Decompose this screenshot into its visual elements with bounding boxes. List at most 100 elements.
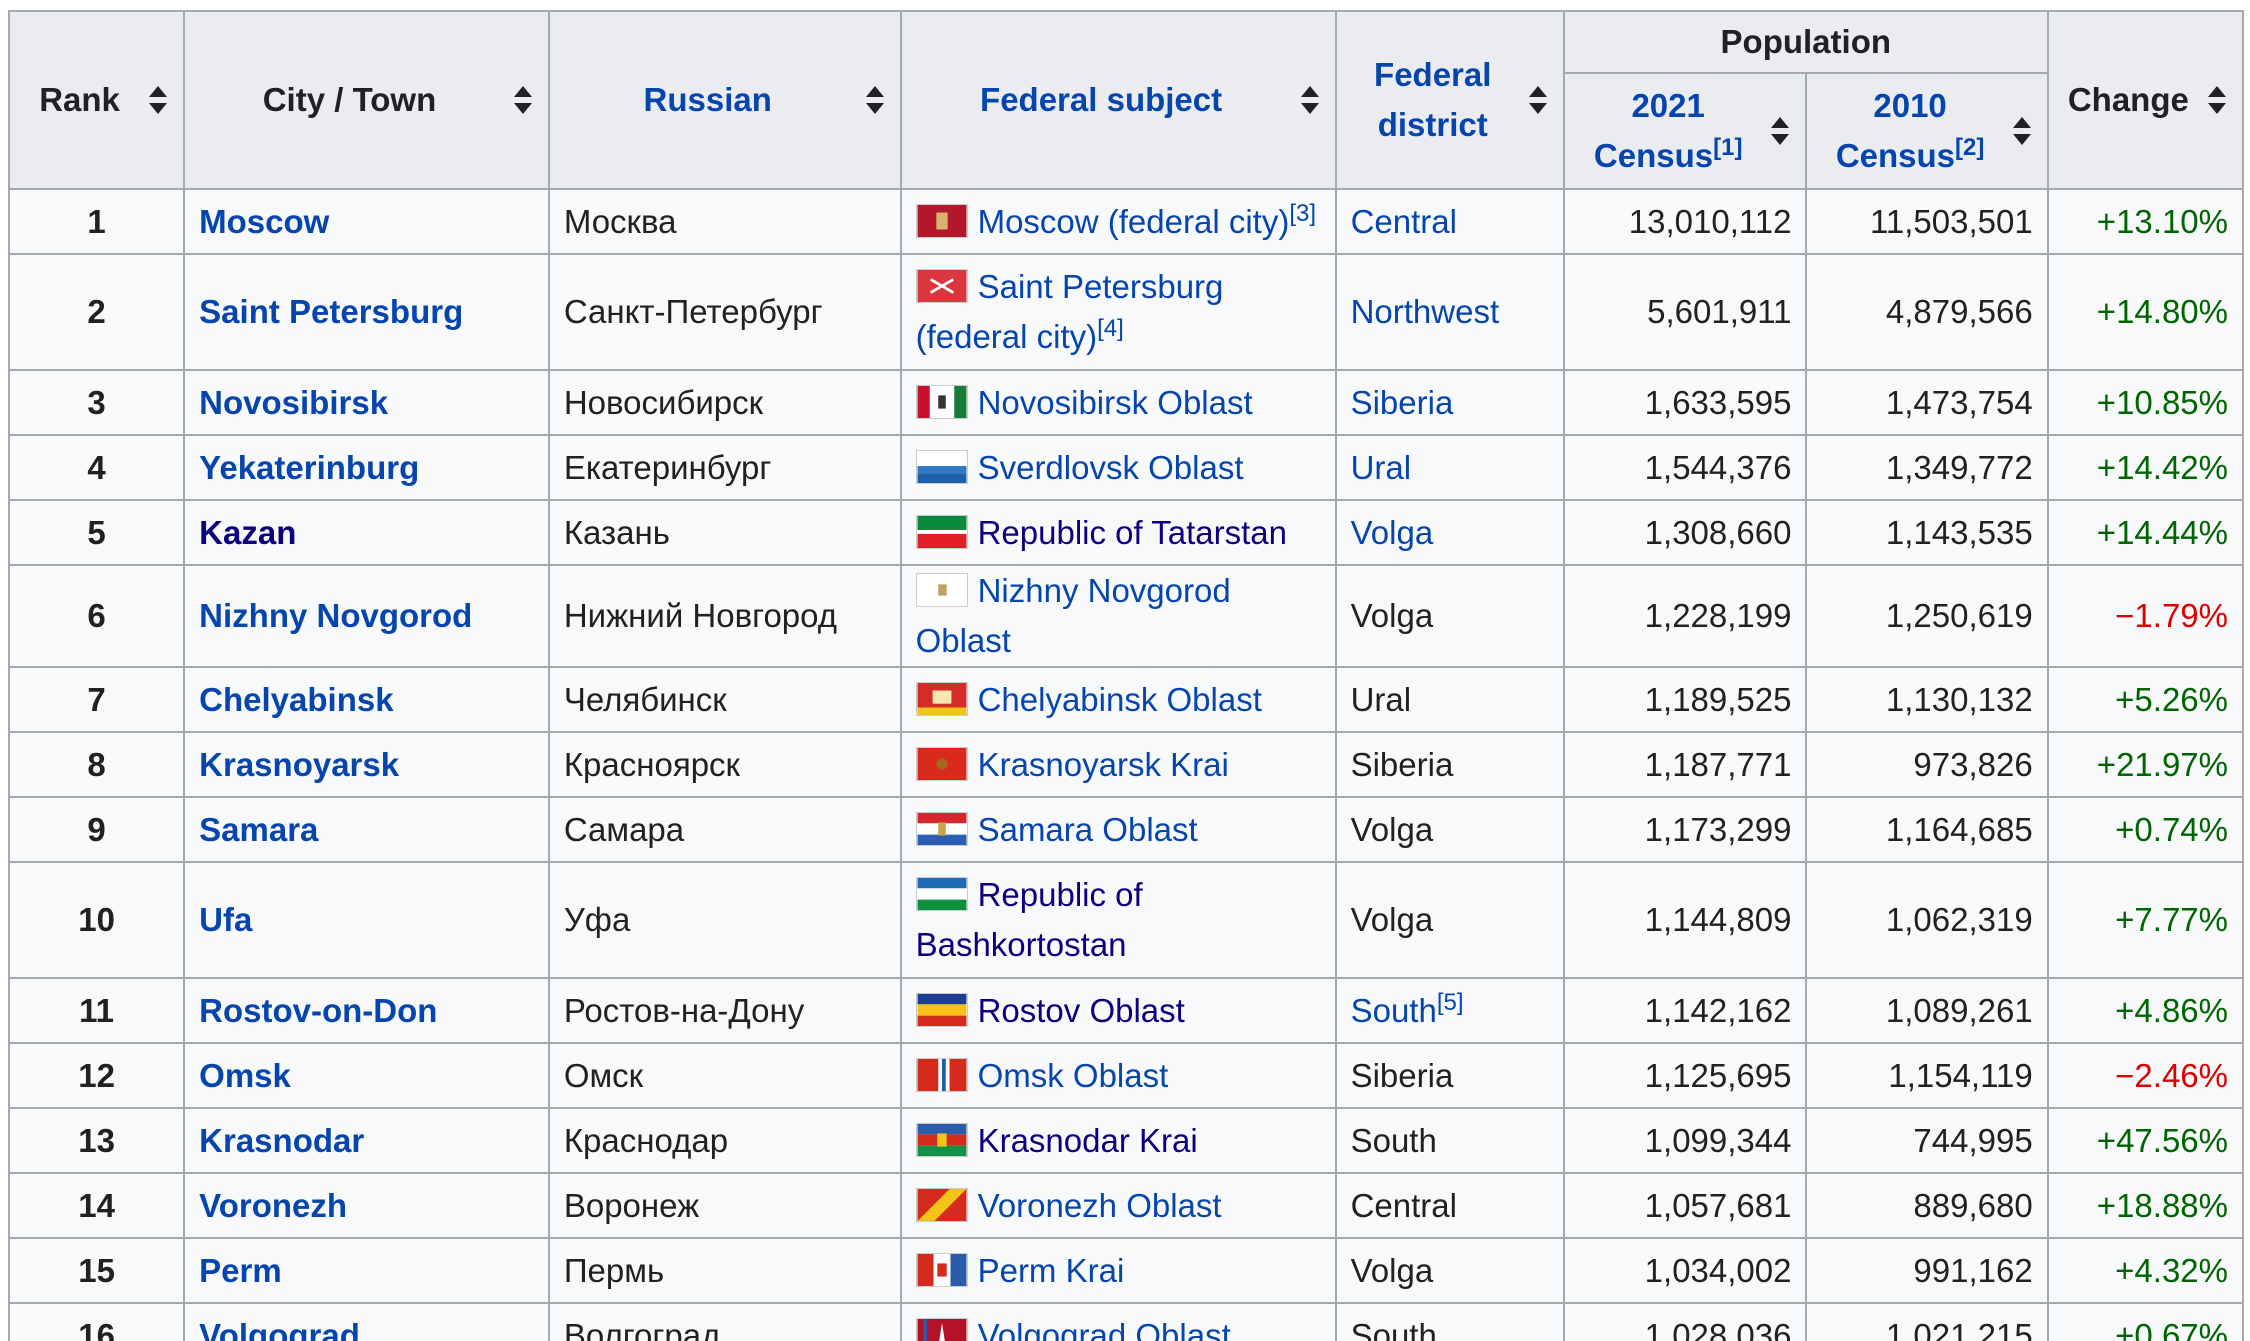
city-link[interactable]: Voronezh [199,1186,348,1224]
federal-subject-link[interactable]: Krasnodar Krai [977,1121,1198,1159]
nizhny-novgorod-flag-icon[interactable] [915,573,968,607]
rank-cell: 12 [8,1042,186,1109]
city-link[interactable]: Perm [199,1251,282,1289]
federal-subject-link[interactable]: Saint Petersburg (federal city) [915,268,1224,355]
header-city[interactable]: City / Town [183,10,550,190]
federal-district-link[interactable]: Volga [1350,513,1434,551]
federal-district-link[interactable]: Central [1350,202,1457,240]
federal-district-link[interactable]: Northwest [1350,293,1500,330]
federal-district-text: South [1350,1121,1437,1159]
header-census-2021-link[interactable]: 2021 Census [1593,87,1714,174]
city-link[interactable]: Samara [199,810,319,848]
federal-district-text: Siberia [1350,1056,1454,1094]
population-2010-cell: 1,250,619 [1805,564,2049,668]
russian-name-cell: Волгоград [547,1302,902,1341]
federal-subject-link[interactable]: Republic of Bashkortostan [915,876,1143,963]
rank-value: 1 [87,202,106,240]
reference-link[interactable]: [1] [1713,134,1743,161]
federal-subject-link[interactable]: Chelyabinsk Oblast [977,680,1262,718]
population-2021: 1,633,595 [1644,383,1792,421]
tatarstan-flag-icon[interactable] [915,514,968,549]
population-2021: 1,034,002 [1644,1251,1792,1289]
city-link[interactable]: Kazan [199,513,297,551]
sort-icon[interactable] [513,86,532,114]
city-link[interactable]: Saint Petersburg [199,293,464,330]
population-2021-cell: 1,187,771 [1562,731,1808,798]
federal-district-cell: Volga [1334,564,1565,668]
sverdlovsk-flag-icon[interactable] [915,449,968,484]
city-link[interactable]: Rostov-on-Don [199,991,438,1029]
federal-subject-link[interactable]: Nizhny Novgorod Oblast [915,572,1231,659]
header-rank[interactable]: Rank [8,10,186,190]
federal-subject-link[interactable]: Moscow (federal city) [977,202,1290,240]
header-census-2021[interactable]: 2021 Census[1] [1562,72,1808,190]
volgograd-flag-icon[interactable] [915,1317,968,1341]
federal-subject-link[interactable]: Omsk Oblast [977,1056,1169,1094]
sort-icon[interactable] [2012,117,2031,145]
voronezh-flag-icon[interactable] [915,1187,968,1222]
federal-subject-link[interactable]: Sverdlovsk Oblast [977,448,1244,486]
rank-cell: 7 [8,666,186,733]
header-federal-district-link[interactable]: Federal district [1374,56,1492,143]
city-link[interactable]: Omsk [199,1056,291,1094]
krasnoyarsk-flag-icon[interactable] [915,746,968,781]
federal-district-text: South [1350,1316,1437,1341]
federal-subject-cell: Chelyabinsk Oblast [899,666,1337,733]
federal-subject-link[interactable]: Voronezh Oblast [977,1186,1222,1224]
sort-icon[interactable] [1300,86,1319,114]
city-link[interactable]: Krasnodar [199,1121,365,1159]
header-change[interactable]: Change [2046,10,2244,190]
city-link[interactable]: Chelyabinsk [199,680,394,718]
sort-icon[interactable] [1528,86,1547,114]
perm-flag-icon[interactable] [915,1252,968,1287]
reference-link[interactable]: [3] [1289,199,1317,227]
change-cell: +4.32% [2046,1237,2244,1304]
federal-subject-link[interactable]: Volgograd Oblast [977,1316,1231,1341]
samara-flag-icon[interactable] [915,811,968,846]
rostov-flag-icon[interactable] [915,992,968,1027]
city-link[interactable]: Ufa [199,901,253,938]
population-2010-cell: 1,349,772 [1805,434,2049,501]
federal-district-link[interactable]: South [1350,991,1437,1029]
header-russian-link[interactable]: Russian [643,81,772,118]
krasnodar-flag-icon[interactable] [915,1122,968,1157]
federal-subject-link[interactable]: Novosibirsk Oblast [977,383,1253,421]
city-link[interactable]: Krasnoyarsk [199,745,400,783]
header-federal-subject-link[interactable]: Federal subject [980,81,1223,118]
bashkortostan-flag-icon[interactable] [915,877,968,911]
federal-subject-link[interactable]: Samara Oblast [977,810,1198,848]
moscow-flag-icon[interactable] [915,203,968,238]
header-federal-district[interactable]: Federal district [1334,10,1565,190]
sort-icon[interactable] [865,86,884,114]
city-link[interactable]: Volgograd [199,1316,360,1341]
header-russian[interactable]: Russian [547,10,902,190]
change-cell: +0.67% [2046,1302,2244,1341]
novosibirsk-flag-icon[interactable] [915,384,968,419]
header-federal-subject[interactable]: Federal subject [899,10,1337,190]
sort-icon[interactable] [1771,117,1790,145]
city-link[interactable]: Novosibirsk [199,383,389,421]
federal-district-cell: Central [1334,1172,1565,1239]
reference-link[interactable]: [5] [1436,988,1464,1016]
federal-district-link[interactable]: Ural [1350,448,1412,486]
change-value: +5.26% [2115,680,2228,718]
saint-petersburg-flag-icon[interactable] [915,269,968,303]
federal-subject-cell: Novosibirsk Oblast [899,369,1337,436]
change-value: +14.44% [2096,513,2228,551]
federal-subject-link[interactable]: Perm Krai [977,1251,1125,1289]
reference-link[interactable]: [2] [1955,134,1985,161]
federal-subject-link[interactable]: Krasnoyarsk Krai [977,745,1229,783]
federal-district-link[interactable]: Siberia [1350,383,1454,421]
city-link[interactable]: Moscow [199,202,330,240]
federal-subject-link[interactable]: Rostov Oblast [977,991,1185,1029]
omsk-flag-icon[interactable] [915,1057,968,1092]
federal-subject-link[interactable]: Republic of Tatarstan [977,513,1287,551]
city-link[interactable]: Yekaterinburg [199,448,420,486]
sort-icon[interactable] [149,86,168,114]
city-link[interactable]: Nizhny Novgorod [199,597,473,634]
header-census-2010-link[interactable]: 2010 Census [1835,87,1956,174]
header-census-2010[interactable]: 2010 Census[2] [1805,72,2049,190]
chelyabinsk-flag-icon[interactable] [915,681,968,716]
sort-icon[interactable] [2208,86,2226,114]
reference-link[interactable]: [4] [1097,315,1124,342]
